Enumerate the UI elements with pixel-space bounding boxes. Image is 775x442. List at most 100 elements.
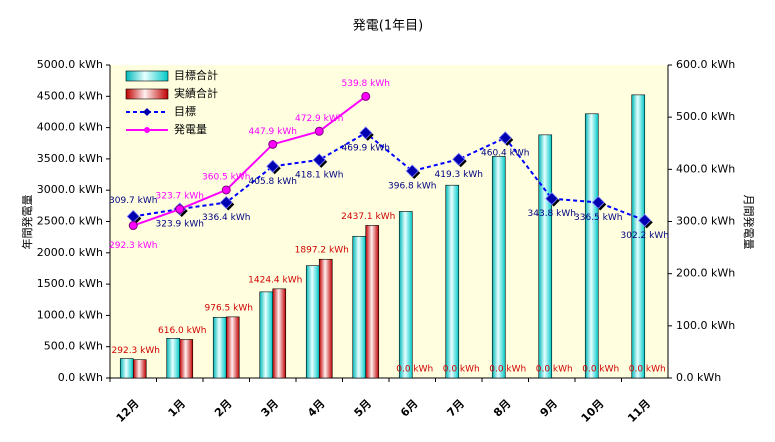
marker: [266, 159, 280, 173]
bar: [179, 339, 194, 379]
marker: [219, 195, 233, 210]
bar-value-label: 0.0 kWh: [536, 365, 573, 375]
x-tick-label: 7月: [445, 397, 467, 419]
x-tick-label: 1月: [166, 397, 188, 419]
bar-value-label: 0.0 kWh: [629, 365, 666, 375]
y-tick-label: 3500.0 kWh: [37, 152, 103, 165]
bar: [491, 156, 506, 379]
x-tick-label: 11月: [625, 397, 653, 425]
legend-swatch: [125, 70, 169, 82]
bar: [352, 235, 367, 379]
line-value-label: 343.8 kWh: [528, 209, 576, 219]
line-value-label: 302.2 kWh: [621, 231, 669, 241]
plot-area: [110, 65, 668, 378]
bar: [365, 225, 380, 379]
bar-value-label: 976.5 kWh: [205, 303, 253, 313]
line-value-label: 460.4 kWh: [481, 148, 529, 158]
bar: [445, 184, 460, 379]
y-tick-label: 5000.0 kWh: [37, 58, 103, 71]
bar: [225, 316, 240, 379]
x-tick-label: 12月: [114, 397, 142, 425]
line-value-label: 419.3 kWh: [435, 170, 483, 180]
line-value-label: 396.8 kWh: [388, 182, 436, 192]
y2-tick-label: 400.0 kWh: [676, 162, 735, 175]
legend-label: 目標合計: [174, 68, 218, 82]
line-value-label: 309.7 kWh: [109, 196, 157, 206]
y-tick-label: 2000.0 kWh: [37, 246, 103, 259]
bar-value-label: 2437.1 kWh: [341, 212, 395, 222]
legend-swatch: [125, 88, 169, 100]
line-value-label: 323.7 kWh: [156, 192, 204, 202]
line-value-label: 472.9 kWh: [295, 114, 343, 124]
bar: [584, 113, 599, 379]
bar-value-label: 0.0 kWh: [396, 365, 433, 375]
x-tick-label: 3月: [259, 397, 281, 419]
legend-label: 目標: [174, 104, 196, 118]
bar-value-label: 292.3 kWh: [112, 346, 160, 356]
bar: [305, 265, 320, 379]
y2-tick-label: 300.0 kWh: [676, 215, 735, 228]
line-value-label: 360.5 kWh: [202, 172, 250, 182]
x-tick-label: 6月: [398, 397, 420, 419]
x-tick-label: 9月: [538, 397, 560, 419]
x-tick-label: 4月: [305, 397, 327, 419]
bar-value-label: 616.0 kWh: [158, 326, 206, 336]
y-tick-label: 3000.0 kWh: [37, 183, 103, 196]
line-value-label: 336.5 kWh: [574, 213, 622, 223]
y2-tick-label: 500.0 kWh: [676, 110, 735, 123]
marker: [405, 164, 419, 178]
x-tick-label: 8月: [491, 397, 513, 419]
y-tick-label: 0.0 kWh: [58, 371, 103, 384]
bar: [132, 359, 147, 379]
line-value-label: 336.4 kWh: [202, 213, 250, 223]
legend-marker: [143, 108, 151, 116]
marker: [361, 91, 371, 101]
bar: [631, 94, 646, 379]
y-tick-label: 4000.0 kWh: [37, 121, 103, 134]
line-value-label: 418.1 kWh: [295, 170, 343, 180]
bar: [398, 211, 413, 379]
y2-tick-label: 600.0 kWh: [676, 58, 735, 71]
line-value-label: 469.9 kWh: [342, 143, 390, 153]
y-tick-label: 1500.0 kWh: [37, 277, 103, 290]
line-value-label: 447.9 kWh: [249, 127, 297, 137]
bar-value-label: 0.0 kWh: [443, 365, 480, 375]
line: [132, 95, 367, 227]
bar: [318, 258, 333, 379]
y2-tick-label: 200.0 kWh: [676, 267, 735, 280]
marker: [498, 131, 512, 145]
y-axis-label: 年間発電量: [20, 195, 34, 250]
legend-label: 実績合計: [174, 86, 218, 100]
x-tick-label: 5月: [352, 397, 374, 419]
line: [133, 131, 646, 222]
y-tick-label: 2500.0 kWh: [37, 215, 103, 228]
marker: [175, 204, 185, 214]
bar-value-label: 0.0 kWh: [489, 365, 526, 375]
legend-marker: [144, 127, 150, 133]
y2-tick-label: 100.0 kWh: [676, 319, 735, 332]
y-tick-label: 4500.0 kWh: [37, 89, 103, 102]
line-value-label: 323.9 kWh: [156, 220, 204, 230]
bar: [166, 338, 181, 379]
marker: [452, 152, 466, 166]
y-tick-label: 500.0 kWh: [44, 340, 103, 353]
x-tick-label: 10月: [579, 397, 607, 425]
bar: [119, 358, 134, 379]
marker: [268, 139, 278, 149]
x-tick-label: 2月: [212, 397, 234, 419]
y-tick-label: 1000.0 kWh: [37, 308, 103, 321]
y2-tick-label: 0.0 kWh: [676, 371, 721, 384]
legend-label: 発電量: [174, 122, 207, 136]
line-value-label: 292.3 kWh: [109, 241, 157, 251]
bar-value-label: 1424.4 kWh: [248, 275, 302, 285]
marker: [359, 126, 373, 140]
bar: [259, 291, 274, 379]
bar-value-label: 0.0 kWh: [582, 365, 619, 375]
marker: [545, 192, 559, 206]
marker: [221, 185, 231, 195]
bar: [212, 316, 227, 379]
marker: [128, 221, 138, 231]
y2-axis-label: 月間発電量: [742, 195, 756, 250]
chart-title: 発電(1年目): [353, 19, 423, 34]
